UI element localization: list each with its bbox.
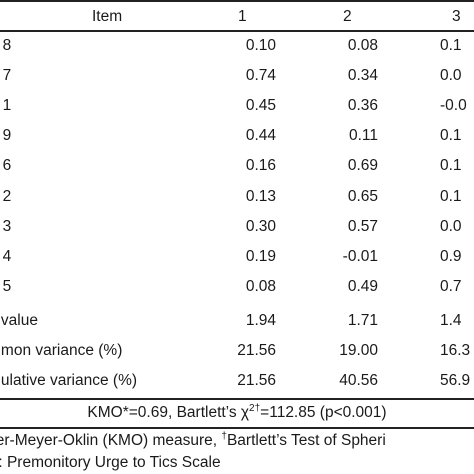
- footnote-text: ser-Meyer-Oklin (KMO) measure,: [0, 432, 222, 449]
- table-row: mulative variance (%) 21.56 40.56 56.9: [0, 366, 474, 396]
- bottom-rule: [0, 427, 474, 429]
- footnote-kmo: ser-Meyer-Oklin (KMO) measure, †Bartlett…: [0, 429, 474, 453]
- kmo-text: KMO*=0.69, Bartlett’s χ: [87, 404, 250, 421]
- kmo-superscript: 2†: [249, 402, 261, 414]
- table-row: S 7 0.74 0.34 0.0: [0, 61, 474, 91]
- row-value-3: 0.0: [440, 218, 462, 235]
- row-item: S 9: [0, 127, 12, 144]
- row-value-1: 1.94: [245, 312, 276, 329]
- row-item: S 1: [0, 97, 12, 114]
- footnote-superscript: †: [221, 430, 227, 442]
- table-header: Item 1 2 3: [0, 2, 474, 32]
- table-row: S 8 0.10 0.08 0.1: [0, 31, 474, 61]
- row-value-2: 0.49: [347, 278, 378, 295]
- row-value-1: 0.45: [245, 97, 276, 114]
- header-factor-2: 2: [343, 8, 352, 25]
- row-value-3: 0.1: [440, 157, 462, 174]
- header-factor-3: 3: [452, 8, 461, 25]
- row-item: S 4: [0, 248, 12, 265]
- row-value-1: 0.74: [245, 67, 276, 84]
- row-value-2: 0.34: [347, 67, 378, 84]
- row-value-2: 0.57: [347, 218, 378, 235]
- row-item: S 3: [0, 218, 12, 235]
- table-row: n value 1.94 1.71 1.4: [0, 306, 474, 336]
- summary-rule: [0, 398, 474, 400]
- row-value-3: 56.9: [440, 372, 471, 389]
- row-item: S 7: [0, 67, 12, 84]
- table-row: S 4 0.19 -0.01 0.9: [0, 242, 474, 272]
- row-value-2: 0.65: [347, 188, 378, 205]
- table-row: S 6 0.16 0.69 0.1: [0, 151, 474, 181]
- row-value-1: 0.08: [245, 278, 276, 295]
- row-value-2: 1.71: [347, 312, 378, 329]
- row-value-1: 0.30: [245, 218, 276, 235]
- row-value-3: 1.4: [440, 312, 462, 329]
- top-rule: [0, 0, 474, 2]
- table-row: mmon variance (%) 21.56 19.00 16.3: [0, 336, 474, 366]
- row-value-2: 0.11: [348, 127, 378, 144]
- row-value-3: -0.0: [440, 97, 467, 114]
- row-value-2: 19.00: [339, 342, 378, 359]
- row-value-3: 0.1: [440, 188, 462, 205]
- row-value-1: 0.10: [245, 37, 276, 54]
- row-value-1: 0.44: [245, 127, 276, 144]
- row-item: S 8: [0, 37, 12, 54]
- row-value-3: 0.1: [440, 127, 462, 144]
- table-row: S 9 0.44 0.11 0.1: [0, 121, 474, 151]
- row-value-2: 0.08: [347, 37, 378, 54]
- table-row: S 5 0.08 0.49 0.7: [0, 272, 474, 302]
- row-value-2: 0.36: [347, 97, 378, 114]
- row-value-2: 40.56: [339, 372, 378, 389]
- row-item: S 6: [0, 157, 12, 174]
- row-value-1: 21.56: [237, 342, 276, 359]
- header-item: Item: [92, 8, 123, 25]
- kmo-result: =112.85 (p<0.001): [260, 404, 387, 421]
- table-row: S 2 0.13 0.65 0.1: [0, 182, 474, 212]
- row-value-3: 0.7: [440, 278, 462, 295]
- row-item: mulative variance (%): [0, 372, 138, 389]
- row-item: S 5: [0, 278, 12, 295]
- row-value-1: 0.16: [245, 157, 276, 174]
- row-value-2: -0.01: [342, 248, 378, 265]
- row-value-1: 21.56: [237, 372, 276, 389]
- row-value-3: 0.0: [440, 67, 462, 84]
- row-item: S 2: [0, 188, 12, 205]
- row-value-3: 0.9: [440, 248, 462, 265]
- header-rule: [0, 30, 474, 32]
- row-value-1: 0.19: [245, 248, 276, 265]
- table-row: S 3 0.30 0.57 0.0: [0, 212, 474, 242]
- row-value-3: 16.3: [440, 342, 471, 359]
- header-factor-1: 1: [238, 8, 247, 25]
- footnote-scale: S: Premonitory Urge to Tics Scale: [0, 451, 474, 474]
- row-value-2: 0.69: [347, 157, 378, 174]
- kmo-summary: KMO*=0.69, Bartlett’s χ2†=112.85 (p<0.00…: [0, 400, 474, 426]
- footnote-scale-text: S: Premonitory Urge to Tics Scale: [0, 454, 221, 471]
- row-item: n value: [0, 312, 38, 329]
- row-item: mmon variance (%): [0, 342, 123, 359]
- row-value-3: 0.1: [440, 37, 462, 54]
- row-value-1: 0.13: [245, 188, 276, 205]
- table-row: S 1 0.45 0.36 -0.0: [0, 91, 474, 121]
- footnote-text-bartlett: Bartlett’s Test of Spheri: [226, 432, 386, 449]
